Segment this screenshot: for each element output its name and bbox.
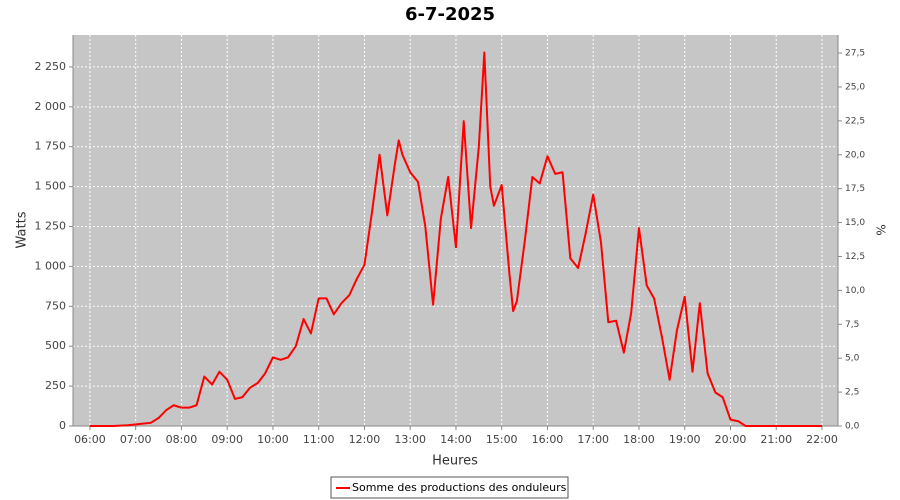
y2-tick-label: 0,0 — [845, 422, 860, 432]
x-tick-label: 14:00 — [440, 433, 472, 446]
line-series — [89, 51, 822, 427]
y-tick-label: 1 000 — [35, 259, 67, 272]
x-tick-label: 15:00 — [486, 433, 518, 446]
y-tick-label: 1 500 — [35, 180, 67, 193]
y-tick-label: 1 750 — [35, 140, 67, 153]
y2-tick-label: 20,0 — [845, 150, 865, 160]
y2-tick-label: 27,5 — [845, 49, 865, 59]
x-tick-label: 06:00 — [74, 433, 106, 446]
x-tick-label: 19:00 — [669, 433, 701, 446]
x-tick-label: 21:00 — [760, 433, 792, 446]
x-tick-label: 20:00 — [715, 433, 747, 446]
x-axis-label: Heures — [432, 454, 478, 469]
x-tick-label: 07:00 — [120, 433, 152, 446]
y-axis-label: Watts — [15, 211, 30, 248]
y2-tick-label: 22,5 — [845, 116, 865, 126]
y2-tick-label: 2,5 — [845, 388, 859, 398]
y-tick-label: 0 — [59, 419, 66, 432]
y-tick-label: 250 — [45, 379, 66, 392]
y2-tick-label: 5,0 — [845, 354, 860, 364]
y2-axis-label: % — [874, 224, 888, 235]
y2-tick-label: 17,5 — [845, 184, 865, 194]
y-tick-label: 750 — [45, 299, 66, 312]
x-tick-label: 09:00 — [211, 433, 243, 446]
x-tick-label: 16:00 — [532, 433, 564, 446]
x-tick-label: 12:00 — [349, 433, 381, 446]
y2-tick-label: 25,0 — [845, 82, 865, 92]
y-tick-label: 2 250 — [35, 60, 67, 73]
y-tick-label: 1 250 — [35, 220, 67, 233]
y2-tick-label: 7,5 — [845, 320, 859, 330]
legend — [330, 476, 569, 499]
x-tick-label: 22:00 — [806, 433, 838, 446]
x-tick-label: 18:00 — [623, 433, 655, 446]
y2-tick-label: 15,0 — [845, 218, 865, 228]
y-tick-label: 500 — [45, 339, 66, 352]
legend-label: Somme des productions des onduleurs — [352, 481, 567, 494]
x-tick-label: 11:00 — [303, 433, 335, 446]
x-tick-label: 17:00 — [577, 433, 609, 446]
x-tick-label: 08:00 — [166, 433, 198, 446]
y-tick-label: 2 000 — [35, 100, 67, 113]
x-tick-label: 13:00 — [394, 433, 426, 446]
y2-tick-label: 12,5 — [845, 252, 865, 262]
y2-tick-label: 10,0 — [845, 286, 865, 296]
chart-title: 6-7-2025 — [405, 4, 495, 25]
x-tick-label: 10:00 — [257, 433, 289, 446]
